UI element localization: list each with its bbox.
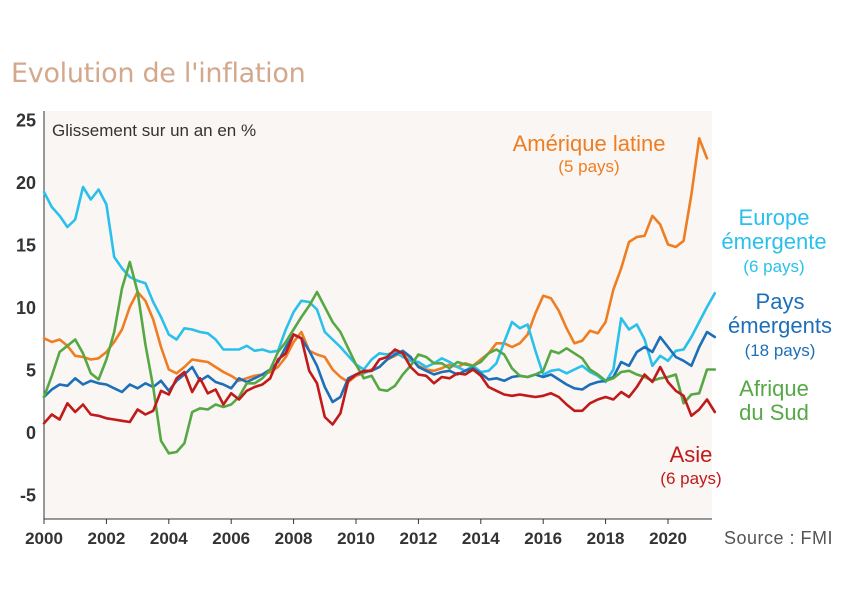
legend-label-asie: Asie xyxy=(670,442,713,467)
legend-labels: Amérique latine(5 pays) Europe émergente (6… xyxy=(513,131,832,488)
x-tick-label: 2016 xyxy=(524,529,562,548)
legend-label-amerique-latine: Amérique latine xyxy=(513,131,666,156)
legend-sublabel-pays-emergents: (18 pays) xyxy=(745,341,816,360)
x-tick-label: 2020 xyxy=(649,529,687,548)
chart-subtitle: Glissement sur un an en % xyxy=(52,121,256,140)
legend-label-pays-emergents: Pays émergents xyxy=(728,289,832,338)
y-tick-label: 25 xyxy=(16,111,36,131)
y-tick-label: 15 xyxy=(16,236,36,256)
x-tick-label: 2012 xyxy=(399,529,437,548)
page-title: Evolution de l'inflation xyxy=(11,58,306,89)
y-axis-ticks: -5 0 5 10 15 20 25 xyxy=(16,111,36,506)
legend-sublabel-europe-emergente: (6 pays) xyxy=(743,257,804,276)
x-tick-label: 2002 xyxy=(87,529,125,548)
y-tick-label: 20 xyxy=(16,173,36,193)
x-tick-label: 2008 xyxy=(275,529,313,548)
x-tick-label: 2006 xyxy=(212,529,250,548)
source-note: Source : FMI xyxy=(724,528,833,548)
legend-label-afrique-du-sud: Afrique du Sud xyxy=(739,376,809,425)
y-tick-label: 5 xyxy=(26,361,36,381)
legend-sublabel-amerique-latine: (5 pays) xyxy=(558,157,619,176)
x-tick-label: 2010 xyxy=(337,529,375,548)
x-tick-label: 2018 xyxy=(587,529,625,548)
y-tick-label: 10 xyxy=(16,298,36,318)
y-tick-label: 0 xyxy=(26,423,36,443)
series-line-pays-emergents xyxy=(42,330,717,404)
x-tick-label: 2004 xyxy=(150,529,188,548)
legend-label-europe-emergente: Europe émergente xyxy=(721,205,826,254)
x-axis-ticks: 2000 2002 2004 2006 2008 2010 2012 2014 2016 2018… xyxy=(25,519,687,548)
x-tick-label: 2000 xyxy=(25,529,63,548)
series-lines xyxy=(42,137,717,455)
plot-background xyxy=(44,111,712,519)
series-line-asie xyxy=(42,333,717,426)
y-tick-label: -5 xyxy=(20,486,36,506)
x-tick-label: 2014 xyxy=(462,529,500,548)
legend-sublabel-asie: (6 pays) xyxy=(660,469,721,488)
